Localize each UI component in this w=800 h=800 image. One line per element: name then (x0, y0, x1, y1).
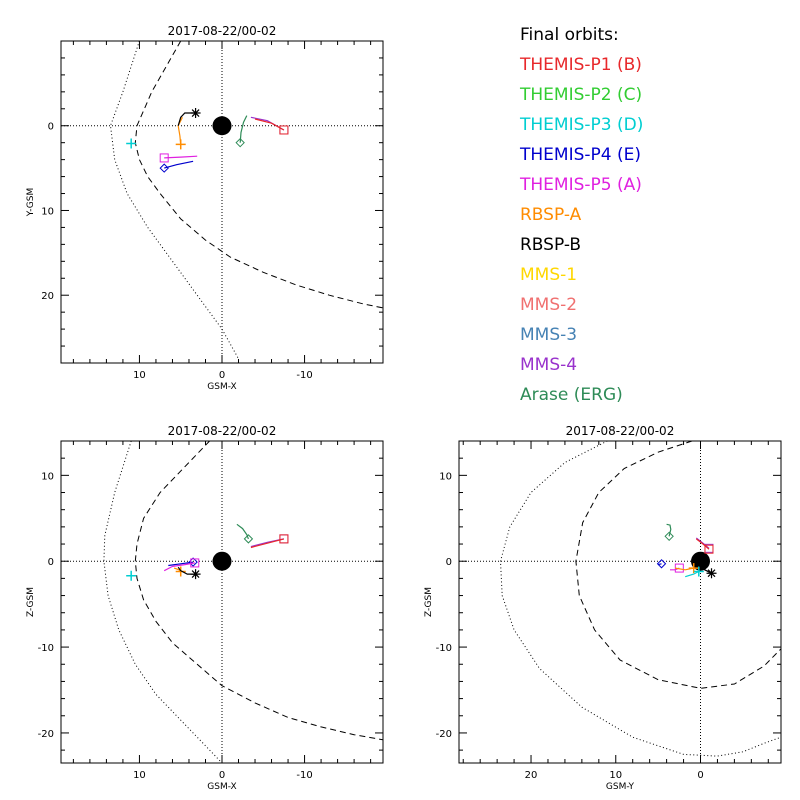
x-tick-label: 10 (133, 370, 146, 381)
arase-trace (239, 115, 248, 143)
themis-p1-marker (279, 125, 289, 135)
dotted-boundary (109, 41, 239, 360)
mms-4-trace (695, 537, 710, 549)
y-tick-label: 0 (446, 557, 452, 568)
rbsp-a-marker (688, 563, 699, 574)
panel-xy: 10 0 -10 0 10 20 2017-08-22/00-02 GSM-X Y-GSM (26, 24, 384, 392)
plot-area (61, 41, 383, 363)
dashed-boundary (575, 441, 781, 689)
themis-p3-marker (693, 566, 704, 577)
themis-p1-marker (279, 534, 289, 544)
themis-p5-marker (159, 153, 169, 163)
themis-p1-trace (250, 538, 285, 549)
themis-p1-marker (704, 544, 714, 554)
legend-item: THEMIS-P2 (C) (520, 85, 643, 105)
legend-item: MMS-1 (520, 265, 578, 285)
x-tick-label: 20 (525, 770, 538, 781)
legend-item: MMS-3 (520, 325, 578, 345)
rbsp-b-trace (695, 563, 712, 574)
themis-p4-marker (159, 163, 169, 173)
themis-p5-marker (190, 558, 200, 568)
earth-marker (212, 116, 232, 136)
chart-title: 2017-08-22/00-02 (566, 424, 675, 438)
y-tick-label: -10 (436, 643, 452, 654)
y-axis-label: Y-GSM (26, 188, 36, 217)
legend-item: THEMIS-P4 (E) (520, 145, 641, 165)
legend-item: MMS-4 (520, 355, 578, 375)
dashed-boundary (134, 41, 383, 309)
y-tick-label: -20 (38, 729, 54, 740)
legend-item: THEMIS-P1 (B) (520, 55, 642, 75)
legend-item: Arase (ERG) (520, 385, 623, 405)
y-tick-label: 0 (48, 122, 54, 133)
arase-trace (236, 523, 249, 540)
rbsp-a-marker (175, 566, 186, 577)
legend-item: THEMIS-P3 (D) (520, 115, 644, 135)
dotted-boundary (103, 441, 223, 763)
dotted-boundary (499, 441, 781, 757)
mms-4-marker (279, 125, 289, 135)
chart-title: 2017-08-22/00-02 (168, 24, 277, 38)
dashed-boundary (134, 441, 383, 741)
panel-xz: 10 0 -10 10 0 -10 -20 2017-08-22/00-02 GSM-X Z-GS… (26, 424, 384, 792)
plot-frame (458, 440, 782, 764)
themis-p3-marker (126, 138, 137, 149)
x-tick-label: 10 (133, 770, 146, 781)
y-tick-label: 10 (439, 471, 452, 482)
themis-p5-trace (163, 562, 195, 572)
plot-area (459, 441, 781, 763)
x-tick-label: -10 (296, 770, 312, 781)
themis-p1-trace (695, 538, 710, 550)
legend: Final orbits: THEMIS-P1 (B) THEMIS-P2 (C)… (520, 20, 643, 410)
y-axis-label: Z-GSM (424, 587, 434, 617)
plot-area (61, 441, 383, 763)
rbsp-b-marker (190, 108, 201, 119)
y-tick-label: 20 (41, 291, 54, 302)
chart-title: 2017-08-22/00-02 (168, 424, 277, 438)
y-tick-label: 10 (41, 471, 54, 482)
x-tick-label: 10 (609, 770, 622, 781)
y-tick-label: 10 (41, 206, 54, 217)
rbsp-b-trace (177, 112, 196, 126)
themis-p4-marker (656, 559, 667, 569)
legend-item: THEMIS-P5 (A) (520, 175, 642, 195)
legend-item: RBSP-B (520, 235, 582, 255)
legend-items: THEMIS-P1 (B) THEMIS-P2 (C) THEMIS-P3 (D) T… (520, 50, 643, 410)
y-tick-label: 0 (48, 557, 54, 568)
themis-p3-marker (126, 570, 137, 581)
legend-item: RBSP-A (520, 205, 582, 225)
themis-p3-trace (685, 570, 700, 578)
x-tick-label: 0 (219, 770, 225, 781)
legend-title: Final orbits: (520, 25, 619, 45)
y-tick-label: -10 (38, 643, 54, 654)
x-axis-label: GSM-Y (606, 782, 635, 792)
x-axis-label: GSM-X (207, 382, 236, 392)
x-tick-label: 0 (219, 370, 225, 381)
x-axis-label: GSM-X (207, 782, 236, 792)
earth-marker (212, 551, 232, 571)
themis-p4-trace (164, 160, 194, 169)
y-axis-label: Z-GSM (26, 587, 36, 617)
x-tick-label: -10 (296, 370, 312, 381)
themis-p4-trace (168, 561, 194, 567)
themis-p5-trace (164, 155, 198, 159)
earth-marker (691, 551, 710, 571)
y-tick-label: -20 (436, 729, 452, 740)
rbsp-a-marker (175, 139, 186, 150)
arase-marker (664, 531, 674, 542)
arase-marker (235, 137, 245, 148)
panel-yz: 20 10 0 10 0 -10 -20 2017-08-22/00-02 GSM-Y Z-GSM (424, 424, 782, 792)
rbsp-b-marker (706, 568, 717, 579)
arase-marker (243, 534, 254, 544)
legend-item: MMS-2 (520, 295, 578, 315)
x-tick-label: 0 (697, 770, 703, 781)
rbsp-b-marker (190, 569, 201, 580)
